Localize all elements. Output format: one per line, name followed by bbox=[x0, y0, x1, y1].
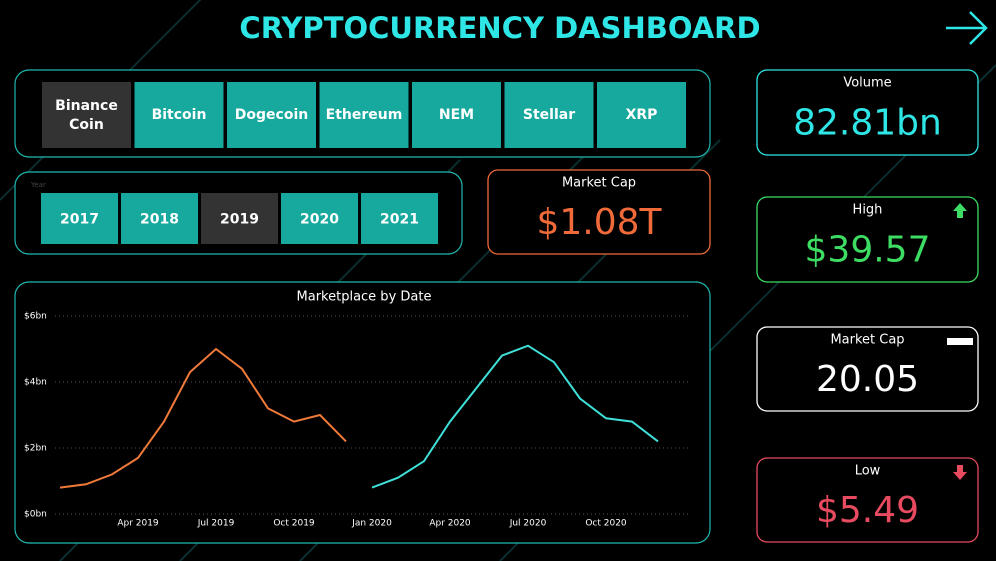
year-button-label: 2019 bbox=[220, 212, 259, 228]
kpi-title: Volume bbox=[843, 76, 891, 91]
coin-button[interactable] bbox=[227, 82, 316, 148]
kpi-title: Market Cap bbox=[830, 333, 904, 348]
price-line bbox=[59, 347, 347, 489]
coin-button[interactable] bbox=[597, 82, 686, 148]
kpi-value: 82.81bn bbox=[793, 103, 942, 144]
kpi-title: Low bbox=[855, 464, 881, 479]
x-tick-label: Oct 2020 bbox=[585, 519, 627, 529]
coin-button-label: Ethereum bbox=[326, 107, 403, 123]
kpi-value: $39.57 bbox=[805, 230, 931, 271]
up-icon bbox=[953, 203, 967, 218]
kpi-value: $1.08T bbox=[536, 202, 662, 243]
kpi-card bbox=[756, 196, 979, 283]
coin-button-label: Dogecoin bbox=[235, 107, 308, 123]
x-tick-label: Jan 2020 bbox=[351, 519, 392, 529]
year-button-label: 2017 bbox=[60, 212, 99, 228]
kpi-value: 20.05 bbox=[816, 359, 919, 400]
y-tick-label: $0bn bbox=[24, 510, 47, 520]
x-tick-label: Oct 2019 bbox=[273, 519, 315, 529]
year-label: Year bbox=[30, 181, 46, 189]
coin-button-label: Binance Coin bbox=[55, 98, 118, 133]
kpi-card bbox=[756, 457, 979, 543]
year-button[interactable] bbox=[361, 193, 438, 244]
year-button[interactable] bbox=[41, 193, 118, 244]
price-line bbox=[371, 344, 659, 489]
coin-button-label: NEM bbox=[439, 107, 474, 123]
year-button[interactable] bbox=[201, 193, 278, 244]
kpi-title: High bbox=[853, 203, 883, 218]
dashboard-title: CRYPTOCURRENCY DASHBOARD bbox=[239, 11, 760, 45]
kpi-card bbox=[756, 69, 979, 156]
coin-button[interactable] bbox=[412, 82, 501, 148]
x-tick-label: Apr 2019 bbox=[117, 519, 159, 529]
bar-icon bbox=[947, 338, 973, 345]
next-arrow[interactable] bbox=[946, 11, 988, 45]
kpi-card bbox=[756, 326, 979, 412]
year-button[interactable] bbox=[281, 193, 358, 244]
year-button[interactable] bbox=[121, 193, 198, 244]
year-button-label: 2021 bbox=[380, 212, 419, 228]
coin-button-label: Bitcoin bbox=[152, 107, 207, 123]
kpi-value: $5.49 bbox=[816, 490, 919, 531]
x-tick-label: Jul 2019 bbox=[197, 519, 235, 529]
coin-button-label: Stellar bbox=[523, 107, 575, 123]
coin-button[interactable] bbox=[319, 82, 409, 148]
coin-button[interactable] bbox=[42, 82, 131, 148]
x-tick-label: Jul 2020 bbox=[509, 519, 547, 529]
year-button-label: 2020 bbox=[300, 212, 339, 228]
y-tick-label: $2bn bbox=[24, 444, 47, 454]
down-icon bbox=[953, 465, 967, 480]
y-tick-label: $6bn bbox=[24, 312, 47, 322]
y-tick-label: $4bn bbox=[24, 378, 47, 388]
coin-button-label: XRP bbox=[626, 107, 658, 123]
year-button-label: 2018 bbox=[140, 212, 179, 228]
chart-panel bbox=[14, 281, 711, 544]
coin-button[interactable] bbox=[504, 82, 594, 148]
kpi-title: Market Cap bbox=[562, 176, 636, 191]
chart-title: Marketplace by Date bbox=[297, 290, 432, 305]
kpi-card bbox=[487, 169, 711, 255]
coin-button[interactable] bbox=[134, 82, 224, 148]
x-tick-label: Apr 2020 bbox=[429, 519, 471, 529]
